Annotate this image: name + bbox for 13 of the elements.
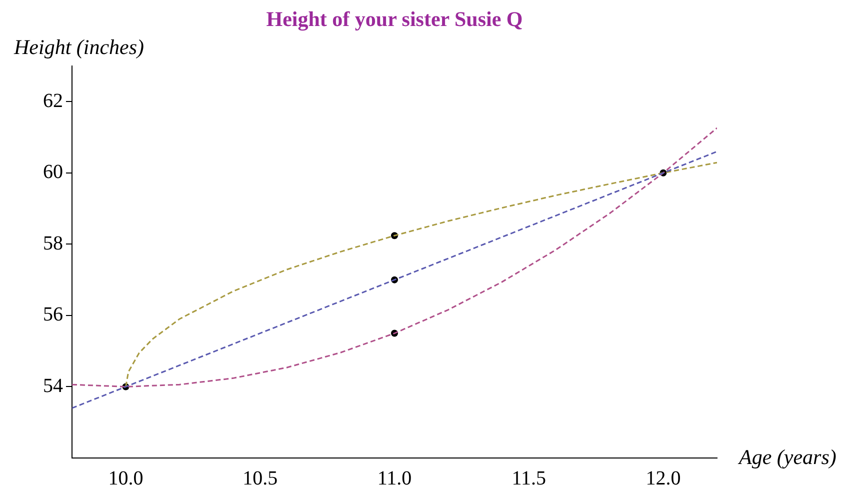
x-tick-label: 10.5 xyxy=(242,467,278,490)
x-tick-label: 10.0 xyxy=(108,467,144,490)
x-tick-label: 12.0 xyxy=(646,467,681,490)
y-tick-label: 54 xyxy=(43,374,63,397)
y-tick-label: 56 xyxy=(43,304,63,326)
y-tick-label: 62 xyxy=(43,90,63,112)
x-tick-label: 11.0 xyxy=(377,467,412,490)
chart-title: Height of your sister Susie Q xyxy=(266,7,523,31)
y-tick-label: 58 xyxy=(43,232,63,254)
x-tick-label: 11.5 xyxy=(512,467,546,490)
y-tick-label: 60 xyxy=(43,161,63,184)
y-axis-title: Height (inches) xyxy=(13,35,144,59)
x-axis-title: Age (years) xyxy=(737,445,836,469)
